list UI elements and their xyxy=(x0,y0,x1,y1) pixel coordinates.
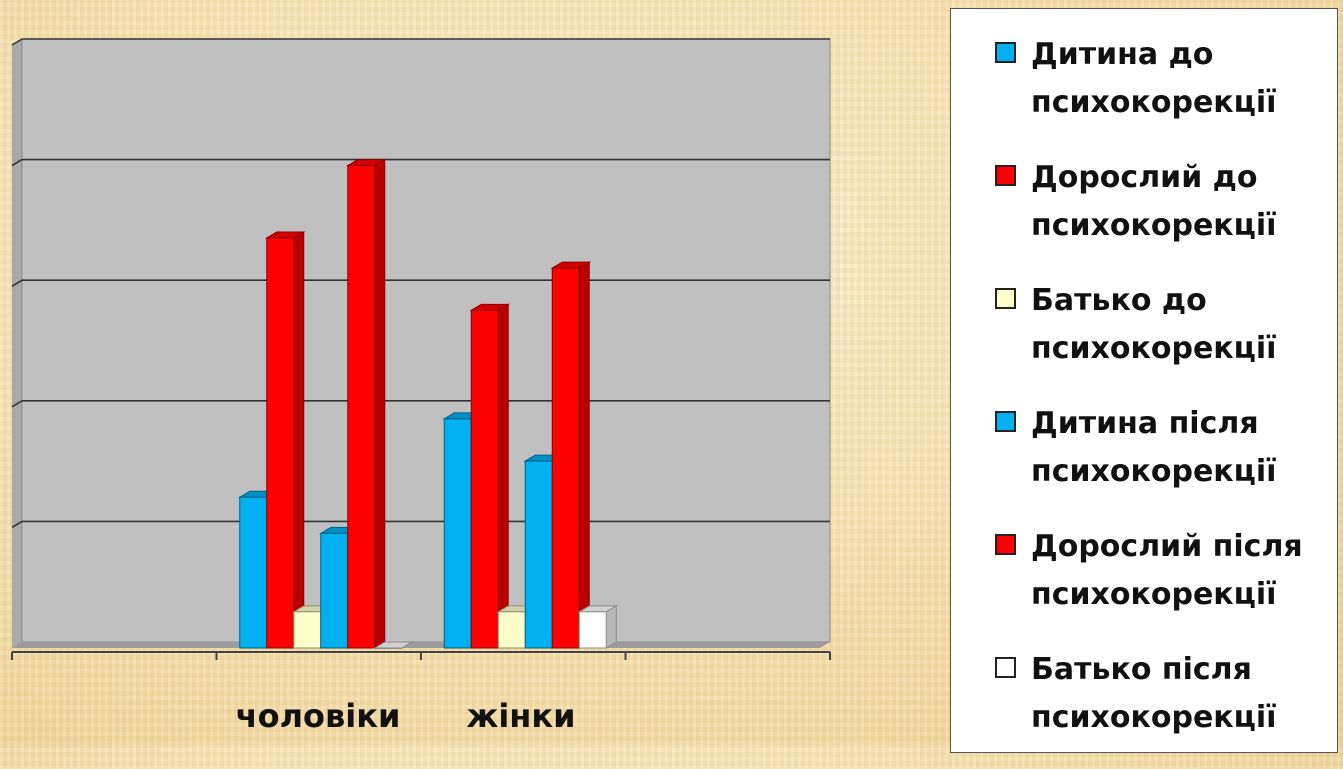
legend-item-parent-after: Батько після психокорекції xyxy=(951,646,1337,769)
gridline-side xyxy=(11,38,23,46)
legend-item-adult-after: Дорослий після психокорекції xyxy=(951,523,1337,646)
legend-item-parent-before: Батько до психокорекції xyxy=(951,277,1337,400)
category-labels: чоловіки жінки xyxy=(236,697,576,735)
legend-label: Дитина після психокорекції xyxy=(1031,406,1277,489)
category-label-male: чоловіки xyxy=(236,697,401,735)
legend-swatch xyxy=(995,657,1016,678)
bar-1-1 xyxy=(469,303,511,649)
legend-label: Батько до психокорекції xyxy=(1031,283,1277,366)
legend-swatch xyxy=(995,411,1016,432)
bar-1-5 xyxy=(577,604,619,649)
gridline-side xyxy=(11,279,23,287)
legend-swatch xyxy=(995,42,1016,63)
legend-swatch xyxy=(995,165,1016,186)
legend-label: Дорослий до психокорекції xyxy=(1031,160,1277,243)
legend-label: Батько після психокорекції xyxy=(1031,652,1277,735)
floor xyxy=(12,642,830,648)
legend-item-child-before: Дитина до психокорекції xyxy=(951,31,1337,154)
legend-swatch xyxy=(995,288,1016,309)
legend-swatch xyxy=(995,534,1016,555)
gridline-side xyxy=(11,400,23,408)
bar-1-4 xyxy=(550,261,592,649)
legend-item-child-after: Дитина після психокорекції xyxy=(951,400,1337,523)
bar-0-5 xyxy=(372,641,414,649)
bar-0-4 xyxy=(345,158,387,649)
legend-label: Дорослий після психокорекції xyxy=(1031,529,1303,612)
bars-group xyxy=(237,158,619,649)
bar-chart: чоловіки жінки xyxy=(11,38,831,735)
category-label-female: жінки xyxy=(466,697,575,735)
legend: Дитина до психокорекції Дорослий до псих… xyxy=(950,8,1338,753)
legend-item-adult-before: Дорослий до психокорекції xyxy=(951,154,1337,277)
back-wall xyxy=(21,38,831,643)
bar-0-1 xyxy=(264,231,306,649)
gridline-side xyxy=(11,158,23,167)
legend-label: Дитина до психокорекції xyxy=(1031,37,1277,120)
gridline-side xyxy=(11,520,23,529)
plot-area xyxy=(11,38,831,660)
side-wall xyxy=(12,39,22,648)
